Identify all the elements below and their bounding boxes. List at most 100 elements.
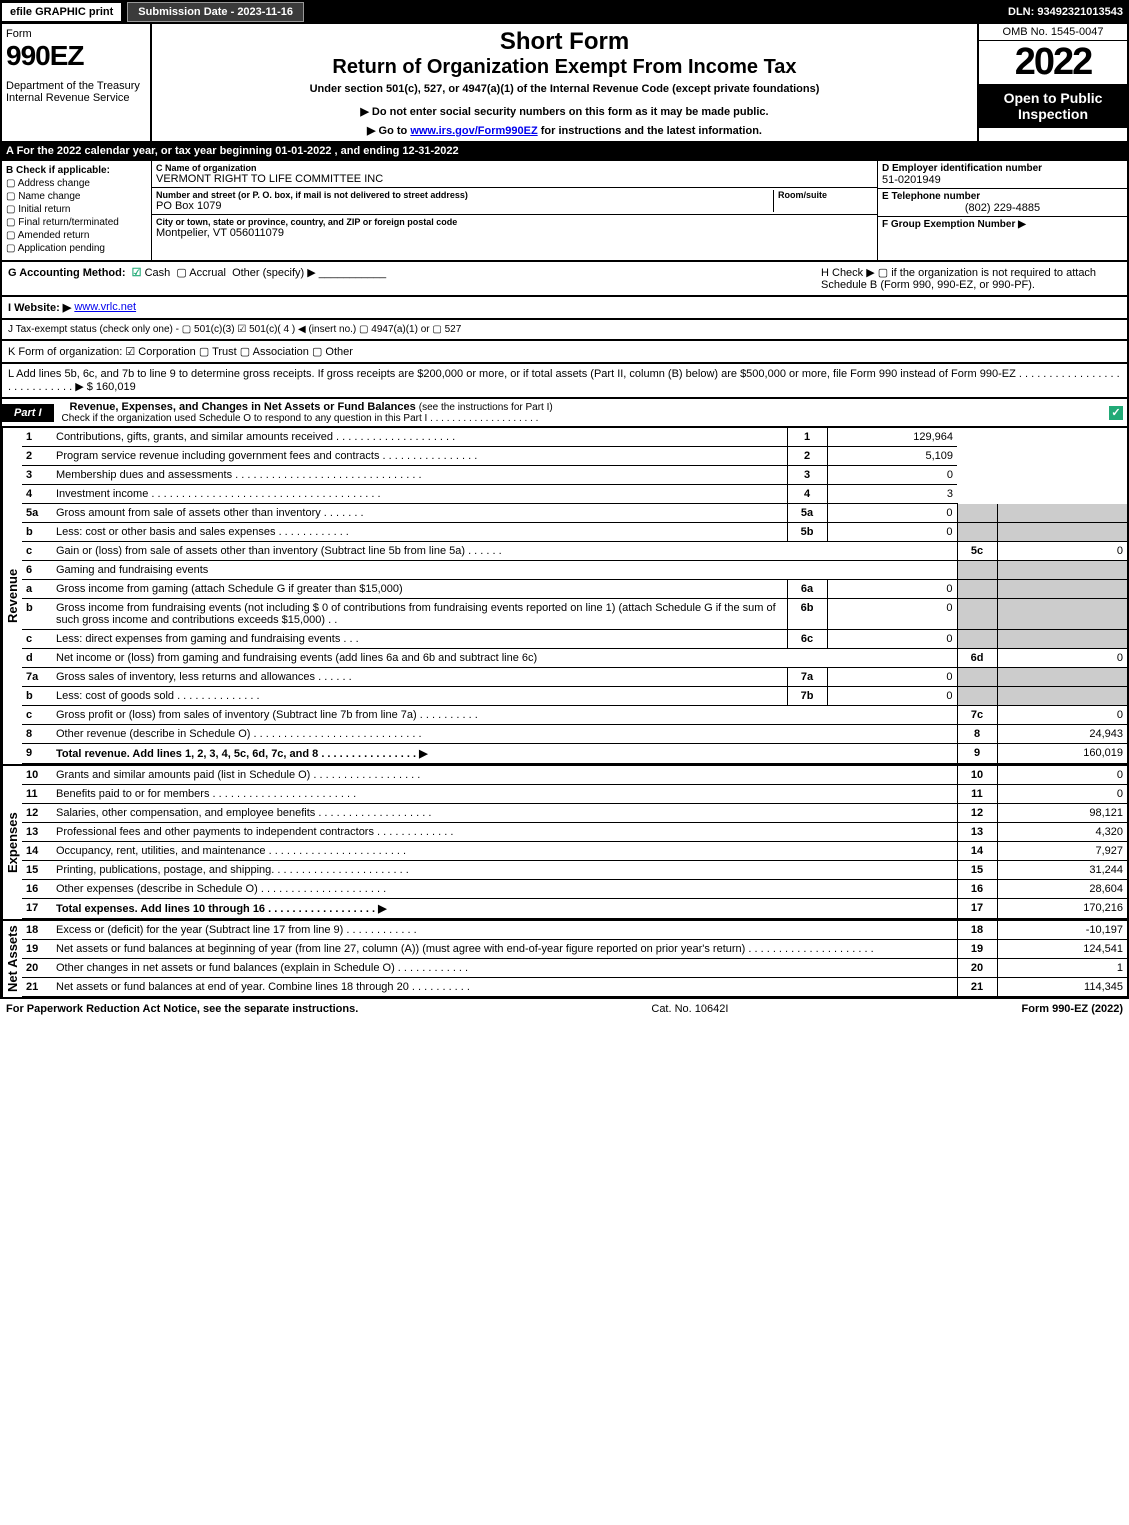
expenses-table: 10Grants and similar amounts paid (list … bbox=[22, 766, 1127, 919]
goto-post: for instructions and the latest informat… bbox=[538, 125, 762, 137]
addr-label: Number and street (or P. O. box, if mail… bbox=[156, 190, 773, 200]
chk-application-pending[interactable]: ▢ Application pending bbox=[6, 243, 147, 254]
expenses-section: Expenses 10Grants and similar amounts pa… bbox=[0, 766, 1129, 921]
chk-initial-return[interactable]: ▢ Initial return bbox=[6, 204, 147, 215]
line-17: 17Total expenses. Add lines 10 through 1… bbox=[22, 899, 1127, 919]
line-6a: aGross income from gaming (attach Schedu… bbox=[22, 580, 1127, 599]
title-short: Short Form bbox=[156, 28, 973, 56]
netassets-table: 18Excess or (deficit) for the year (Subt… bbox=[22, 921, 1127, 997]
header-right: OMB No. 1545-0047 2022 Open to Public In… bbox=[977, 24, 1127, 141]
line-12: 12Salaries, other compensation, and empl… bbox=[22, 804, 1127, 823]
line-3: 3Membership dues and assessments . . . .… bbox=[22, 466, 1127, 485]
tel-label: E Telephone number bbox=[882, 191, 1123, 202]
org-name: VERMONT RIGHT TO LIFE COMMITTEE INC bbox=[156, 173, 873, 185]
row-k: K Form of organization: ☑ Corporation ▢ … bbox=[0, 341, 1129, 364]
row-a: A For the 2022 calendar year, or tax yea… bbox=[0, 143, 1129, 161]
line-6c: cLess: direct expenses from gaming and f… bbox=[22, 630, 1127, 649]
room-label: Room/suite bbox=[778, 190, 873, 200]
line-7c: cGross profit or (loss) from sales of in… bbox=[22, 706, 1127, 725]
dept-label: Department of the Treasury Internal Reve… bbox=[6, 80, 146, 104]
schedule-o-check-icon: ✓ bbox=[1109, 406, 1123, 420]
top-bar: efile GRAPHIC print Submission Date - 20… bbox=[0, 0, 1129, 24]
tel-value: (802) 229-4885 bbox=[882, 202, 1123, 214]
footer-left: For Paperwork Reduction Act Notice, see … bbox=[6, 1003, 358, 1015]
title-return: Return of Organization Exempt From Incom… bbox=[156, 56, 973, 79]
revenue-table: 1Contributions, gifts, grants, and simil… bbox=[22, 428, 1127, 764]
line-4: 4Investment income . . . . . . . . . . .… bbox=[22, 485, 1127, 504]
chk-amended-return[interactable]: ▢ Amended return bbox=[6, 230, 147, 241]
line-2: 2Program service revenue including gover… bbox=[22, 447, 1127, 466]
revenue-vertical-label: Revenue bbox=[2, 428, 22, 764]
expenses-vertical-label: Expenses bbox=[2, 766, 22, 919]
col-c: C Name of organization VERMONT RIGHT TO … bbox=[152, 161, 877, 260]
line-5a: 5aGross amount from sale of assets other… bbox=[22, 504, 1127, 523]
footer-formref: Form 990-EZ (2022) bbox=[1022, 1003, 1123, 1015]
efile-print-label[interactable]: efile GRAPHIC print bbox=[0, 1, 123, 23]
form-word: Form bbox=[6, 28, 146, 40]
omb-number: OMB No. 1545-0047 bbox=[979, 24, 1127, 41]
header-left: Form 990EZ Department of the Treasury In… bbox=[2, 24, 152, 141]
open-public: Open to Public Inspection bbox=[979, 84, 1127, 128]
line-14: 14Occupancy, rent, utilities, and mainte… bbox=[22, 842, 1127, 861]
subtitle-under: Under section 501(c), 527, or 4947(a)(1)… bbox=[156, 83, 973, 95]
accounting-method: G Accounting Method: ☑ Cash ▢ Accrual Ot… bbox=[8, 266, 386, 291]
line-7b: bLess: cost of goods sold . . . . . . . … bbox=[22, 687, 1127, 706]
line-20: 20Other changes in net assets or fund ba… bbox=[22, 959, 1127, 978]
city-value: Montpelier, VT 056011079 bbox=[156, 227, 873, 239]
chk-final-return[interactable]: ▢ Final return/terminated bbox=[6, 217, 147, 228]
part-i-check: Check if the organization used Schedule … bbox=[62, 413, 1101, 424]
line-6b: bGross income from fundraising events (n… bbox=[22, 599, 1127, 630]
col-b: B Check if applicable: ▢ Address change … bbox=[2, 161, 152, 260]
line-6: 6Gaming and fundraising events bbox=[22, 561, 1127, 580]
col-b-header: B Check if applicable: bbox=[6, 165, 147, 176]
form-number: 990EZ bbox=[6, 40, 146, 72]
chk-name-change[interactable]: ▢ Name change bbox=[6, 191, 147, 202]
netassets-vertical-label: Net Assets bbox=[2, 921, 22, 997]
line-8: 8Other revenue (describe in Schedule O) … bbox=[22, 725, 1127, 744]
ein-label: D Employer identification number bbox=[882, 163, 1123, 174]
goto-pre: ▶ Go to bbox=[367, 125, 410, 137]
row-j: J Tax-exempt status (check only one) - ▢… bbox=[0, 320, 1129, 341]
row-h: H Check ▶ ▢ if the organization is not r… bbox=[821, 266, 1121, 291]
page-footer: For Paperwork Reduction Act Notice, see … bbox=[0, 999, 1129, 1019]
dln: DLN: 93492321013543 bbox=[1008, 6, 1129, 18]
line-11: 11Benefits paid to or for members . . . … bbox=[22, 785, 1127, 804]
line-5c: cGain or (loss) from sale of assets othe… bbox=[22, 542, 1127, 561]
row-l: L Add lines 5b, 6c, and 7b to line 9 to … bbox=[0, 364, 1129, 399]
section-bcd: B Check if applicable: ▢ Address change … bbox=[0, 161, 1129, 262]
header-center: Short Form Return of Organization Exempt… bbox=[152, 24, 977, 141]
check-icon: ☑ bbox=[132, 267, 142, 279]
line-7a: 7aGross sales of inventory, less returns… bbox=[22, 668, 1127, 687]
addr-value: PO Box 1079 bbox=[156, 200, 773, 212]
tax-year: 2022 bbox=[979, 41, 1127, 84]
line-18: 18Excess or (deficit) for the year (Subt… bbox=[22, 921, 1127, 940]
form-header: Form 990EZ Department of the Treasury In… bbox=[0, 24, 1129, 143]
subtitle-goto: ▶ Go to www.irs.gov/Form990EZ for instru… bbox=[156, 124, 973, 137]
line-21: 21Net assets or fund balances at end of … bbox=[22, 978, 1127, 997]
group-exempt-label: F Group Exemption Number ▶ bbox=[882, 219, 1123, 230]
line-19: 19Net assets or fund balances at beginni… bbox=[22, 940, 1127, 959]
submission-date: Submission Date - 2023-11-16 bbox=[127, 2, 304, 22]
goto-link[interactable]: www.irs.gov/Form990EZ bbox=[410, 125, 537, 137]
chk-address-change[interactable]: ▢ Address change bbox=[6, 178, 147, 189]
row-gh: G Accounting Method: ☑ Cash ▢ Accrual Ot… bbox=[0, 262, 1129, 297]
name-label: C Name of organization bbox=[156, 163, 873, 173]
line-15: 15Printing, publications, postage, and s… bbox=[22, 861, 1127, 880]
city-label: City or town, state or province, country… bbox=[156, 217, 873, 227]
line-16: 16Other expenses (describe in Schedule O… bbox=[22, 880, 1127, 899]
ein-value: 51-0201949 bbox=[882, 174, 1123, 186]
footer-catno: Cat. No. 10642I bbox=[651, 1003, 728, 1015]
subtitle-donot: ▶ Do not enter social security numbers o… bbox=[156, 105, 973, 118]
col-d: D Employer identification number 51-0201… bbox=[877, 161, 1127, 260]
part-i-sub: (see the instructions for Part I) bbox=[419, 402, 553, 413]
part-i-header: Part I Revenue, Expenses, and Changes in… bbox=[0, 399, 1129, 428]
revenue-section: Revenue 1Contributions, gifts, grants, a… bbox=[0, 428, 1129, 766]
line-10: 10Grants and similar amounts paid (list … bbox=[22, 766, 1127, 785]
website-link[interactable]: www.vrlc.net bbox=[74, 301, 136, 314]
netassets-section: Net Assets 18Excess or (deficit) for the… bbox=[0, 921, 1129, 999]
line-6d: dNet income or (loss) from gaming and fu… bbox=[22, 649, 1127, 668]
line-1: 1Contributions, gifts, grants, and simil… bbox=[22, 428, 1127, 447]
part-i-label: Part I bbox=[2, 404, 54, 422]
line-9: 9Total revenue. Add lines 1, 2, 3, 4, 5c… bbox=[22, 744, 1127, 764]
line-5b: bLess: cost or other basis and sales exp… bbox=[22, 523, 1127, 542]
